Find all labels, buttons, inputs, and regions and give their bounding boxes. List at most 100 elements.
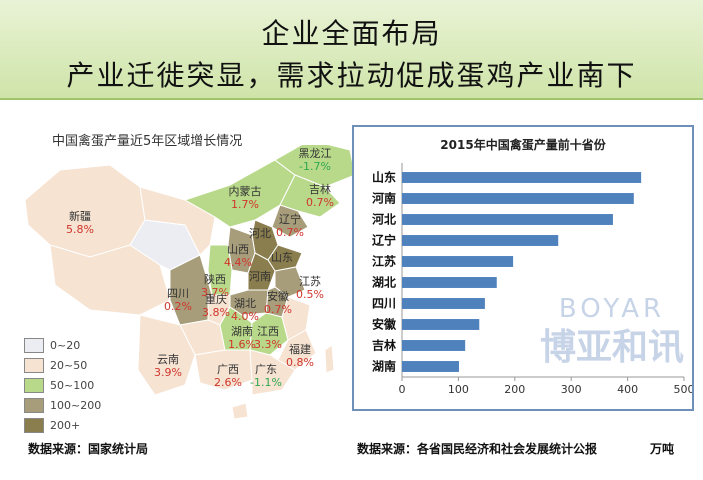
bar-chart-panel: BOYAR 博亚和讯 2015年中国禽蛋产量前十省份 0 100 200 300 400 500… — [352, 125, 694, 411]
bar — [402, 214, 613, 225]
map-label-growth: 0.7% — [306, 196, 334, 209]
title-line-1: 企业全面布局 — [261, 17, 442, 50]
x-tick-label: 200 — [504, 383, 525, 396]
map-label-growth: 0.8% — [286, 356, 314, 369]
legend-swatch — [24, 378, 44, 393]
map-label-name: 山西 — [227, 243, 249, 256]
map-label-name: 湖南 — [231, 325, 253, 338]
region-hainan — [231, 402, 249, 420]
legend-item: 100~200 — [24, 396, 101, 415]
map-label-name: 安徽 — [267, 289, 289, 303]
bar — [402, 256, 514, 267]
x-tick-label: 400 — [617, 383, 638, 396]
map-label-growth: 3.9% — [154, 366, 182, 379]
bar-category-label: 吉林 — [372, 338, 396, 353]
footnote-source-left: 数据来源：国家统计局 — [28, 442, 149, 456]
bar — [402, 298, 485, 309]
region-yunnan — [137, 314, 196, 396]
map-label-name: 广西 — [217, 363, 239, 376]
footnote-source-right: 数据来源：各省国民经济和社会发展统计公报 — [357, 442, 598, 456]
x-tick-label: 100 — [448, 383, 469, 396]
map-label-name: 陕西 — [204, 272, 226, 286]
x-tick-label: 300 — [561, 383, 582, 396]
bar — [402, 319, 480, 330]
map-label-name: 广东 — [255, 363, 277, 376]
region-taiwan — [324, 344, 335, 374]
map-label-name: 辽宁 — [279, 212, 301, 226]
legend-label: 0~20 — [50, 339, 81, 352]
bar — [402, 340, 466, 351]
map-label-name: 江苏 — [299, 275, 321, 288]
chart-title: 2015年中国禽蛋产量前十省份 — [440, 137, 606, 152]
map-label-growth: 3.8% — [202, 306, 230, 319]
map-label-name: 湖北 — [234, 297, 256, 310]
footnote-unit: 万吨 — [650, 442, 675, 456]
watermark-latin: BOYAR — [559, 294, 665, 324]
legend-swatch — [24, 338, 44, 353]
bar-category-label: 辽宁 — [372, 233, 396, 248]
legend-swatch — [24, 418, 44, 433]
legend-swatch — [24, 398, 44, 413]
map-label-name: 黑龙江 — [299, 147, 332, 160]
bar-category-label: 河南 — [371, 191, 396, 206]
map-label-growth: 0.2% — [164, 300, 192, 313]
x-tick-label: 500 — [674, 383, 693, 396]
map-title: 中国禽蛋产量近5年区域增长情况 — [52, 134, 243, 149]
map-label-name: 山东 — [271, 251, 293, 264]
bar-category-label: 湖南 — [372, 359, 396, 374]
bar — [402, 277, 497, 288]
bar — [402, 172, 642, 183]
map-label-growth: 2.6% — [214, 376, 242, 389]
map-label-growth: 0.5% — [296, 288, 324, 301]
map-label-growth: 3.3% — [254, 338, 282, 351]
map-label-name: 江西 — [257, 325, 279, 338]
legend-label: 100~200 — [50, 399, 102, 412]
bar-category-label: 江苏 — [372, 254, 396, 269]
legend-item: 20~50 — [24, 356, 101, 375]
map-label-growth: -1.1% — [250, 376, 282, 389]
bar-category-label: 河北 — [371, 212, 396, 227]
bar-category-label: 湖北 — [372, 275, 396, 290]
map-label-growth: 4.4% — [224, 256, 252, 269]
map-label-name: 福建 — [289, 342, 311, 356]
legend-swatch — [24, 358, 44, 373]
map-label-name: 重庆 — [205, 292, 227, 306]
map-label-name: 河北 — [249, 227, 271, 240]
map-legend: 0~20 20~50 50~100 100~200 200+ — [24, 336, 101, 436]
legend-item: 200+ — [24, 416, 101, 435]
legend-label: 200+ — [50, 419, 81, 432]
title-line-2: 产业迁徙突显，需求拉动促成蛋鸡产业南下 — [66, 59, 637, 92]
header-banner: 企业全面布局 产业迁徙突显，需求拉动促成蛋鸡产业南下 — [0, 0, 703, 100]
map-label-growth: 1.6% — [228, 338, 256, 351]
legend-item: 0~20 — [24, 336, 101, 355]
bar — [402, 193, 634, 204]
map-label-growth: 5.8% — [66, 223, 94, 236]
map-label-name: 四川 — [167, 287, 189, 300]
x-tick-label: 0 — [399, 383, 406, 396]
bar — [402, 361, 459, 372]
legend-label: 20~50 — [50, 359, 88, 372]
bar-category-label: 四川 — [372, 297, 396, 311]
map-label-growth: 4.0% — [231, 310, 259, 323]
map-label-name: 吉林 — [309, 182, 331, 196]
region-guangdong — [249, 349, 296, 396]
map-label-growth: -1.7% — [299, 160, 331, 173]
map-label-name: 云南 — [157, 353, 179, 366]
map-label-name: 内蒙古 — [229, 184, 262, 198]
bar — [402, 235, 559, 246]
map-label-growth: 1.7% — [231, 198, 259, 211]
map-label-name: 新疆 — [69, 209, 91, 223]
region-zhejiang — [281, 296, 311, 341]
legend-label: 50~100 — [50, 379, 95, 392]
legend-item: 50~100 — [24, 376, 101, 395]
region-fujian — [277, 329, 317, 371]
map-label-growth: 3.7% — [201, 286, 229, 299]
bar-category-label: 山东 — [372, 170, 396, 185]
bar-category-label: 安徽 — [372, 317, 397, 332]
map-label-name: 河南 — [249, 270, 271, 283]
region-jiangsu — [274, 266, 306, 298]
region-liaoning — [271, 204, 309, 238]
